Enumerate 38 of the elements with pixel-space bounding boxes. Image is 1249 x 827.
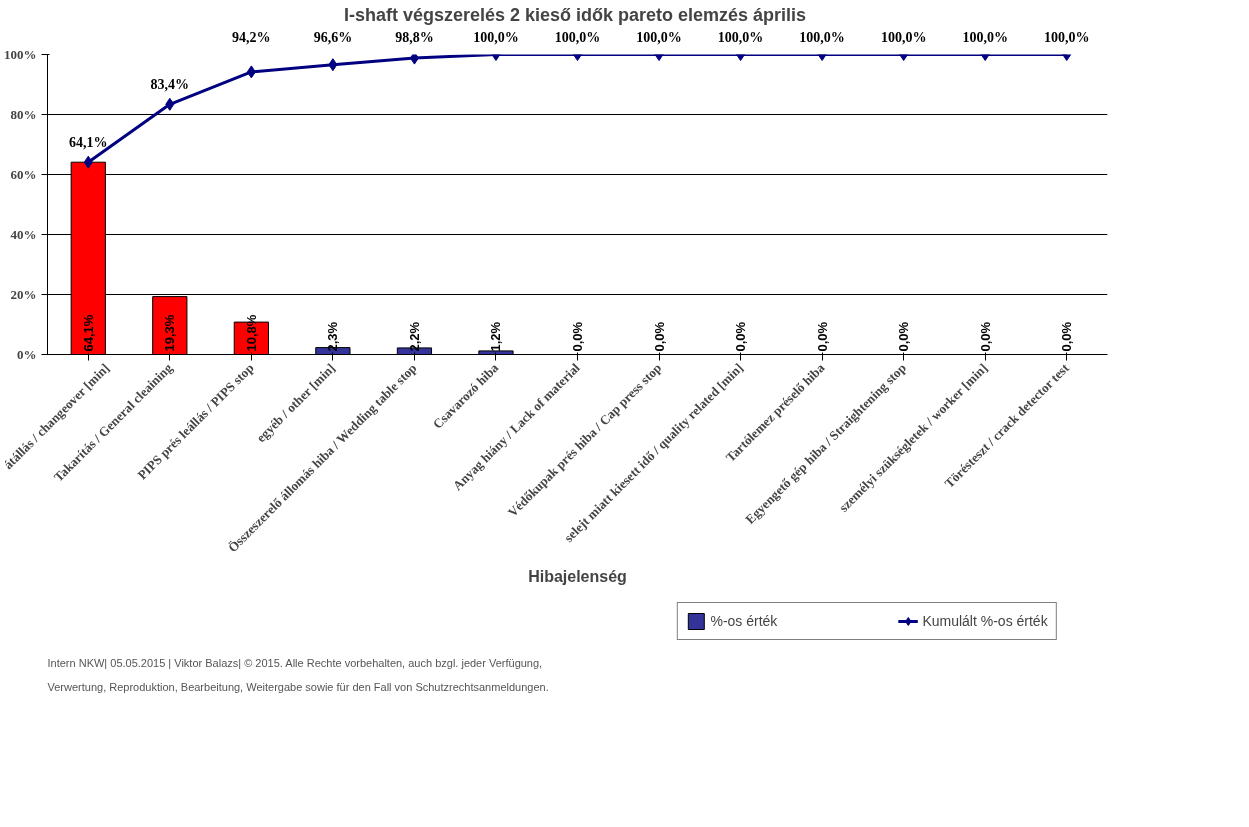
- data-label: 96,6%: [313, 29, 353, 45]
- data-label: 1,2%: [488, 321, 504, 352]
- y-tick-label: 40%: [10, 227, 37, 242]
- chart-title: I-shaft végszerelés 2 kieső idők pareto elemzés április: [343, 4, 807, 25]
- data-label: 0,0%: [651, 321, 667, 352]
- data-label: 0,0%: [977, 321, 993, 352]
- data-label: 100,0%: [554, 29, 601, 45]
- data-label: 94,2%: [232, 29, 271, 45]
- data-label: 19,3%: [162, 314, 178, 352]
- data-label: 0,0%: [570, 321, 585, 352]
- data-label: 0,0%: [1059, 321, 1075, 352]
- data-label: 100,0%: [473, 29, 519, 45]
- y-tick-label: 60%: [10, 167, 37, 182]
- data-label: 0,0%: [733, 321, 749, 352]
- data-label: 100,0%: [636, 29, 682, 45]
- data-label: 10,8%: [243, 314, 259, 352]
- data-label: 98,8%: [395, 29, 434, 45]
- data-label: 100,0%: [880, 29, 927, 45]
- data-label: 64,1%: [69, 135, 108, 151]
- text: Verwertung, Reproduktion, Bearbeitung, Weitergabe sowie für den Fall von Schutzrechtsanmeldungen.: [47, 680, 549, 693]
- text: Intern NKW| 05.05.2015 | Viktor Balazs| © 2015. Alle Rechte vorbehalten, auch bzgl. jeder Verfügung,: [47, 656, 543, 669]
- y-tick-label: 20%: [10, 287, 37, 302]
- y-tick-label: 0%: [17, 347, 37, 362]
- data-label: 83,4%: [150, 77, 190, 93]
- data-label: 2,2%: [406, 321, 422, 352]
- y-tick-label: 100%: [4, 47, 37, 62]
- legend-label: %-os érték: [710, 613, 778, 629]
- data-label: 64,1%: [80, 314, 96, 352]
- data-label: 0,0%: [814, 321, 830, 352]
- data-label: 100,0%: [1043, 29, 1090, 45]
- legend-label: Kumulált %-os érték: [922, 613, 1048, 629]
- data-label: 100,0%: [962, 29, 1008, 45]
- data-label: 2,3%: [325, 321, 341, 352]
- y-tick-label: 80%: [10, 107, 37, 122]
- data-label: 0,0%: [896, 321, 912, 352]
- data-label: 100,0%: [717, 29, 764, 45]
- data-label: 100,0%: [799, 29, 845, 45]
- x-axis-title: Hibajelenség: [528, 568, 627, 586]
